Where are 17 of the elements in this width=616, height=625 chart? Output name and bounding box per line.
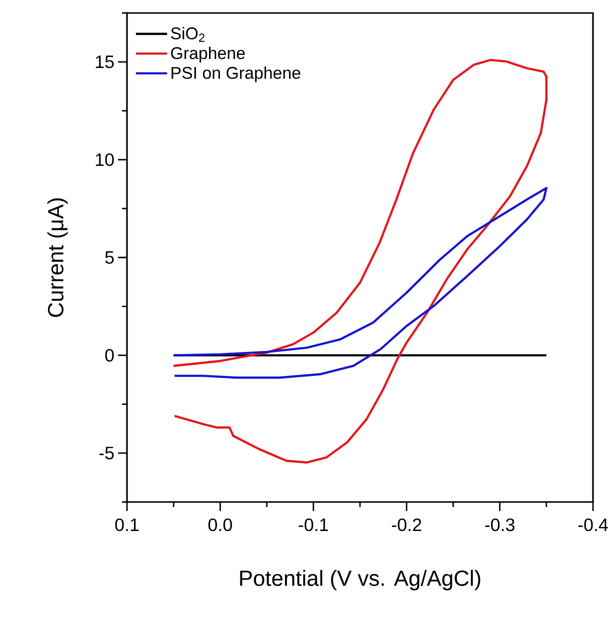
legend-label: Graphene [171,46,245,62]
x-axis-title: Potential (V vs. Ag/AgCl) [240,570,480,590]
legend-label: PSI on Graphene [172,66,300,82]
y-tick-label: 5 [105,251,114,264]
line-series [172,186,548,379]
x-tick-label: -0.3 [485,518,514,532]
y-axis-title: Current (μA) [47,198,68,317]
x-tick-label: -0.2 [392,518,422,532]
y-tick-label: 0 [105,348,114,362]
x-tick-label: 0.0 [208,518,232,532]
x-tick-label: 0.1 [115,518,139,532]
y-tick-label: 10 [96,153,114,166]
y-tick-label: -5 [99,446,114,460]
legend-label: SiO$_{2}$ [170,26,204,42]
x-tick-label: -0.1 [298,518,328,532]
y-tick-label: 15 [96,56,114,68]
x-tick-label: -0.4 [578,518,608,532]
